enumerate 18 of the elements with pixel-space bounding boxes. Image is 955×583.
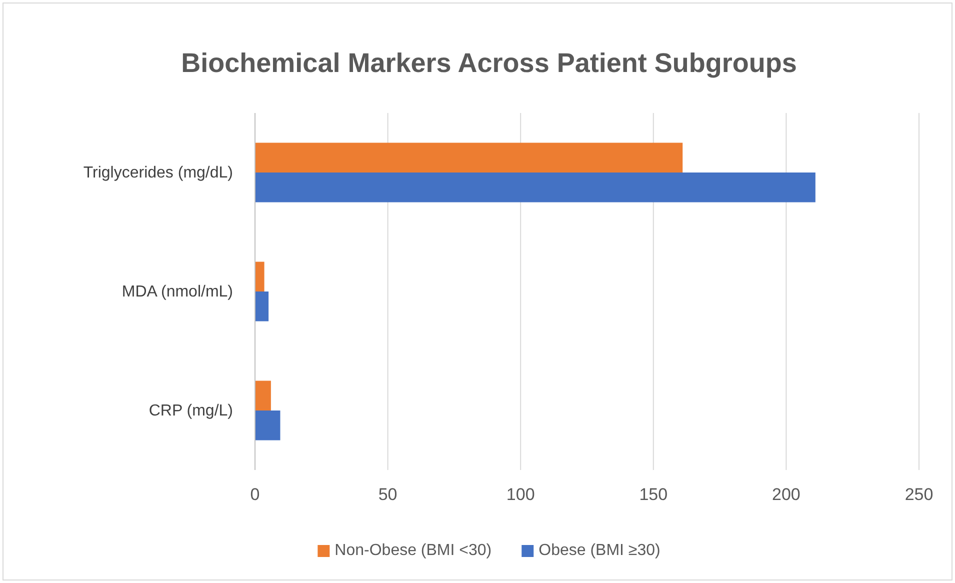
x-tick-label: 250 <box>904 485 934 504</box>
chart-title: Biochemical Markers Across Patient Subgroups <box>181 48 797 78</box>
y-tick-label: Triglycerides (mg/dL) <box>83 164 233 182</box>
bar <box>255 142 683 172</box>
bar <box>255 292 269 322</box>
y-tick-label: CRP (mg/L) <box>148 402 233 420</box>
bar <box>255 380 271 410</box>
x-tick-label: 50 <box>378 485 398 504</box>
x-tick-label: 100 <box>506 485 535 504</box>
bar <box>255 172 816 202</box>
y-tick-label: MDA (nmol/mL) <box>122 284 233 301</box>
bar <box>255 410 280 440</box>
bar <box>255 262 264 292</box>
legend-label: Obese (BMI ≥30) <box>538 542 660 559</box>
legend-label: Non-Obese (BMI <30) <box>334 542 492 559</box>
x-tick-label: 0 <box>250 485 260 504</box>
x-tick-label: 150 <box>639 485 668 504</box>
x-tick-label: 200 <box>772 485 800 504</box>
